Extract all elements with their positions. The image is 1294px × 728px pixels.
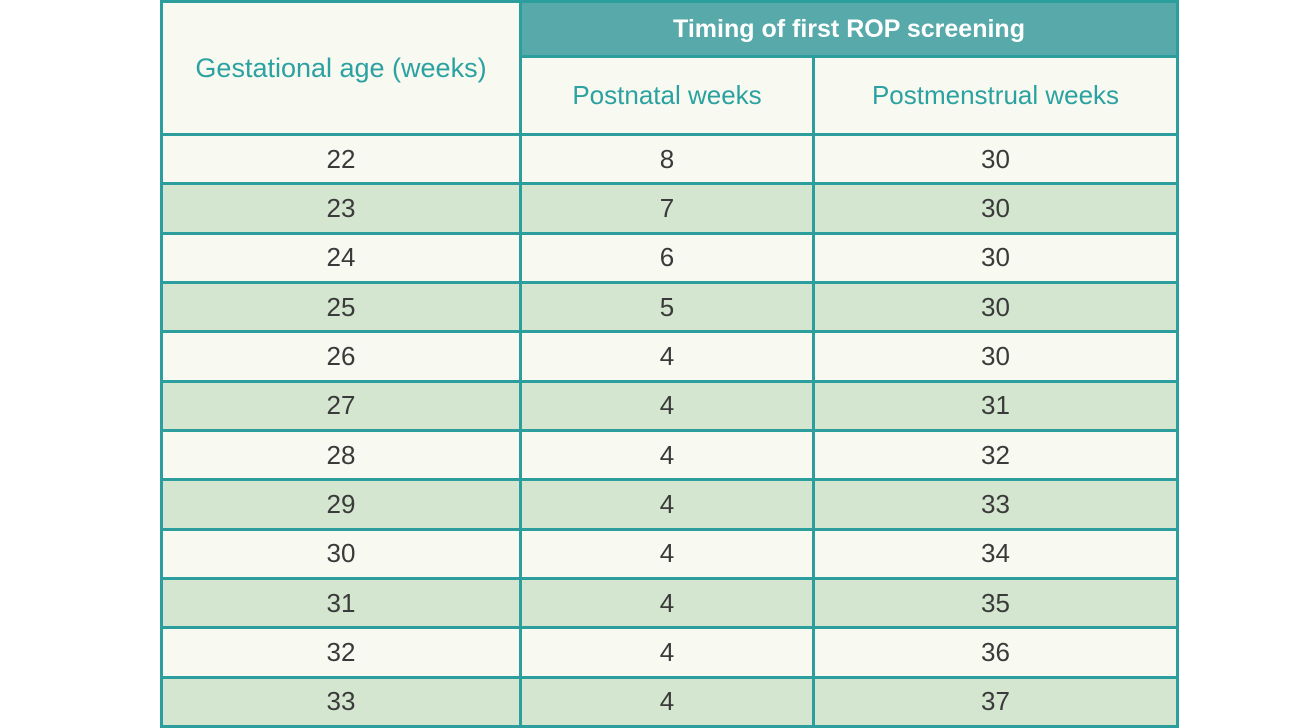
table-row: 31 4 35: [160, 576, 1180, 630]
table-cell: 4: [519, 576, 815, 630]
table-cell: 30: [811, 182, 1180, 235]
table-cell: 30: [811, 132, 1180, 186]
table-cell: 4: [519, 428, 815, 482]
table-row: 27 4 31: [160, 379, 1180, 432]
table-cell: 34: [811, 527, 1180, 580]
table-cell: 37: [811, 675, 1180, 728]
table-cell: 33: [811, 478, 1180, 531]
header-row-subcolumns: Postnatal weeks Postmenstrual weeks: [162, 55, 1180, 136]
table-cell: 36: [811, 626, 1180, 679]
table-cell: 4: [519, 478, 815, 531]
table-cell: 25: [160, 280, 522, 334]
table-cell: 4: [519, 675, 815, 728]
table-cell: 30: [811, 330, 1180, 383]
table-cell: 6: [519, 231, 815, 284]
table-cell: 27: [160, 379, 522, 432]
table-cell: 4: [519, 626, 815, 679]
table-cell: 7: [519, 182, 815, 235]
table-cell: 8: [519, 132, 815, 186]
table-cell: 4: [519, 330, 815, 383]
table-cell: 28: [160, 428, 522, 482]
table-cell: 31: [811, 379, 1180, 432]
column-header-postnatal-weeks: Postnatal weeks: [519, 55, 815, 136]
table-header: Gestational age (weeks) Timing of first …: [160, 0, 1180, 136]
table-row: 30 4 34: [160, 527, 1180, 580]
table-row: 26 4 30: [160, 330, 1180, 383]
table-cell: 32: [160, 626, 522, 679]
table-row: 22 8 30: [160, 132, 1180, 186]
table-row: 24 6 30: [160, 231, 1180, 284]
table-cell: 32: [811, 428, 1180, 482]
table-cell: 4: [519, 527, 815, 580]
table-cell: 30: [811, 231, 1180, 284]
table-cell: 30: [811, 280, 1180, 334]
table-row: 29 4 33: [160, 478, 1180, 531]
table-cell: 23: [160, 182, 522, 235]
table-cell: 31: [160, 576, 522, 630]
table-cell: 30: [160, 527, 522, 580]
table-cell: 4: [519, 379, 815, 432]
table-body: 22 8 30 23 7 30 24 6 30 25 5 30 26 4 30 27 4 31 28 4 32 29 4 33…: [160, 132, 1180, 728]
table-cell: 22: [160, 132, 522, 186]
table-cell: 35: [811, 576, 1180, 630]
table-row: 28 4 32: [160, 428, 1180, 482]
table-cell: 29: [160, 478, 522, 531]
table-cell: 24: [160, 231, 522, 284]
table-title-band: Timing of first ROP screening: [518, 0, 1180, 58]
rop-screening-table-container: Gestational age (weeks) Timing of first …: [160, 0, 1180, 728]
header-row-band: Gestational age (weeks) Timing of first …: [160, 0, 1180, 136]
table-cell: 33: [160, 675, 522, 728]
rop-screening-table: Gestational age (weeks) Timing of first …: [160, 0, 1180, 728]
table-row: 32 4 36: [160, 626, 1180, 679]
table-cell: 26: [160, 330, 522, 383]
table-row: 25 5 30: [160, 280, 1180, 334]
table-cell: 5: [519, 280, 815, 334]
column-header-postmenstrual-weeks: Postmenstrual weeks: [811, 55, 1180, 136]
column-header-gestational-age: Gestational age (weeks): [160, 0, 522, 136]
table-row: 23 7 30: [160, 182, 1180, 235]
table-row: 33 4 37: [160, 675, 1180, 728]
